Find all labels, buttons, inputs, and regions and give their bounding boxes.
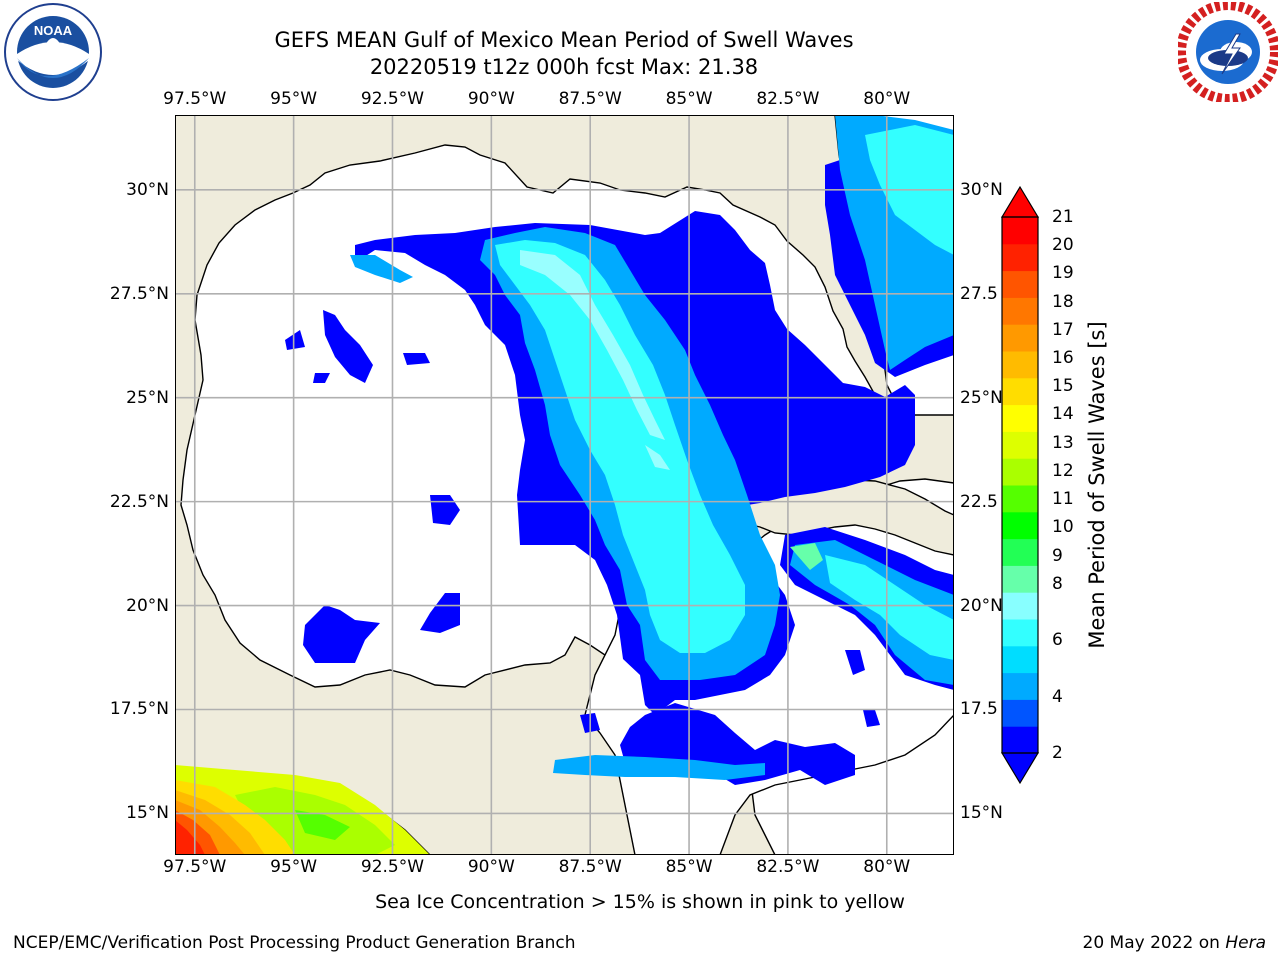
colorbar-segment [1002, 511, 1038, 540]
lon-label-top: 90°W [467, 89, 515, 109]
lon-label-top: 87.5°W [558, 89, 622, 109]
lat-label-left: 27.5°N [109, 283, 169, 304]
colorbar-top-arrow [1000, 185, 1040, 218]
colorbar-segment [1002, 538, 1038, 566]
ice-note-wrap: Sea Ice Concentration > 15% is shown in … [0, 891, 1280, 913]
date-credit: 20 May 2022 on Hera [1083, 933, 1267, 953]
lon-label-bottom: 97.5°W [163, 857, 227, 877]
colorbar-segment [1002, 324, 1038, 352]
lon-label-top: 95°W [270, 89, 318, 109]
colorbar-segment [1002, 217, 1038, 245]
colorbar-segment [1002, 726, 1038, 754]
colorbar-tick-label: 6 [1052, 630, 1063, 651]
lon-label-top: 97.5°W [163, 89, 227, 109]
colorbar-title: Mean Period of Swell Waves [s] [1085, 321, 1109, 649]
lat-label-right: 30°N [960, 179, 1003, 200]
colorbar-tick-label: 8 [1052, 573, 1063, 594]
lon-label-bottom: 92.5°W [360, 857, 425, 877]
lon-label-top: 92.5°W [360, 89, 425, 109]
lon-label-top: 80°W [863, 89, 911, 109]
lat-label-right: 20°N [960, 595, 1003, 616]
lat-label-right: 27.5 [960, 283, 998, 304]
noaa-logo: NOAA [2, 2, 104, 102]
colorbar-tick-label: 17 [1052, 319, 1074, 340]
colorbar-segment [1002, 431, 1038, 459]
lat-label-left: 20°N [126, 595, 169, 616]
colorbar-segment [1002, 485, 1038, 513]
colorbar-tick-label: 4 [1052, 686, 1063, 707]
colorbar-tick-label: 12 [1052, 460, 1074, 481]
colorbar-tick-label: 10 [1052, 517, 1074, 538]
lat-label-right: 15°N [960, 803, 1003, 824]
noaa-logo-text: NOAA [34, 23, 73, 38]
colorbar-tick-label: 16 [1052, 348, 1074, 369]
swell-band-8-9 [520, 250, 670, 470]
lon-label-bottom: 85°W [665, 857, 713, 877]
branch-credit: NCEP/EMC/Verification Post Processing Pr… [13, 933, 576, 953]
lon-label-bottom: 87.5°W [558, 857, 622, 877]
lat-label-left: 17.5°N [109, 699, 169, 720]
lat-label-right: 17.5 [960, 699, 998, 720]
map-title: GEFS MEAN Gulf of Mexico Mean Period of … [274, 28, 854, 52]
colorbar-segment [1002, 404, 1038, 432]
pacific-swell [175, 765, 430, 855]
colorbar-segment [1002, 699, 1038, 727]
colorbar-segment [1002, 351, 1038, 379]
colorbar-segment [1002, 270, 1038, 298]
colorbar-bottom-arrow [1000, 752, 1040, 785]
lat-label-left: 25°N [126, 387, 169, 408]
gulf-of-mexico-map [175, 115, 954, 855]
colorbar-segment [1002, 377, 1038, 406]
machine-name: Hera [1225, 933, 1266, 953]
colorbar-tick-label: 11 [1052, 489, 1074, 510]
colorbar-tick-label: 20 [1052, 235, 1074, 256]
colorbar-tick-label: 14 [1052, 404, 1074, 425]
colorbar-segment [1002, 672, 1038, 700]
colorbar-tick-label: 2 [1052, 743, 1063, 763]
colorbar-tick-label: 18 [1052, 291, 1074, 312]
colorbar-tick-label: 21 [1052, 207, 1074, 227]
colorbar-segment [1002, 243, 1038, 272]
lon-label-bottom: 95°W [270, 857, 318, 877]
colorbar-tick-label: 9 [1052, 545, 1063, 566]
lon-label-bottom: 90°W [467, 857, 515, 877]
date-text: 20 May 2022 on [1082, 933, 1226, 953]
lon-label-top: 85°W [665, 89, 713, 109]
lat-label-left: 15°N [126, 803, 169, 824]
colorbar-segment [1002, 297, 1038, 325]
lat-label-left: 22.5°N [109, 491, 169, 512]
colorbar [1000, 185, 1040, 785]
colorbar-tick-label: 13 [1052, 432, 1074, 453]
nws-logo [1176, 0, 1280, 104]
colorbar-segment [1002, 565, 1038, 593]
colorbar-segment [1002, 619, 1038, 647]
lat-label-left: 30°N [126, 179, 169, 200]
lon-label-bottom: 82.5°W [756, 857, 820, 877]
map-subtitle: 20220519 t12z 000h fcst Max: 21.38 [369, 55, 759, 79]
colorbar-segment [1002, 458, 1038, 486]
lat-label-right: 25°N [960, 387, 1003, 408]
colorbar-segment [1002, 592, 1038, 620]
lon-label-bottom: 80°W [863, 857, 911, 877]
lat-label-right: 22.5 [960, 491, 998, 512]
lon-label-top: 82.5°W [756, 89, 820, 109]
colorbar-segment [1002, 645, 1038, 674]
sea-ice-note: Sea Ice Concentration > 15% is shown in … [375, 891, 905, 913]
colorbar-tick-label: 19 [1052, 263, 1074, 284]
colorbar-tick-label: 15 [1052, 376, 1074, 397]
swell-band-9-10 [790, 543, 823, 570]
